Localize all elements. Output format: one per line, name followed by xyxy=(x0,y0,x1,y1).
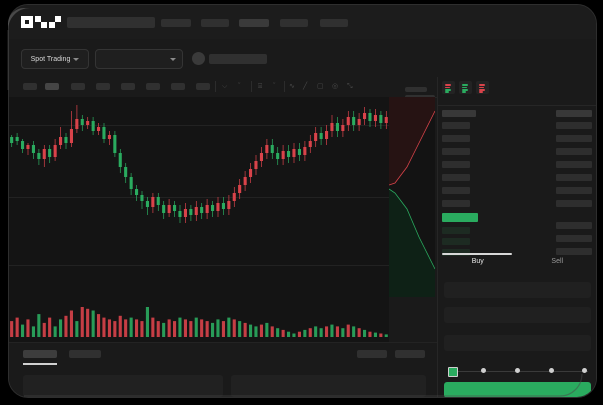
nav-item-4[interactable] xyxy=(280,19,308,27)
slider-stop-50[interactable] xyxy=(515,368,520,373)
bottom-action[interactable] xyxy=(357,350,387,358)
orderbook-ask-row[interactable] xyxy=(442,200,470,207)
toolbar-divider xyxy=(284,81,285,92)
orderbook-header-right xyxy=(556,110,592,117)
orderbook-amount xyxy=(556,174,592,181)
orderbook-amount xyxy=(556,222,592,229)
orderbook-amount xyxy=(556,200,592,207)
bottom-panel-left xyxy=(23,375,223,397)
orderbook-ask-row[interactable] xyxy=(442,148,470,155)
timeframe-button[interactable] xyxy=(171,83,185,90)
orderbook-header-left xyxy=(442,110,476,117)
settings-icon[interactable]: ◎ xyxy=(332,83,339,90)
orderbook-bid-row[interactable] xyxy=(442,249,470,256)
slider-stop-75[interactable] xyxy=(549,368,554,373)
orderbook-both-icon[interactable] xyxy=(442,81,455,94)
timeframe-button[interactable] xyxy=(121,83,135,90)
camera-icon[interactable]: ▢ xyxy=(317,83,324,90)
orderbook-mode-group xyxy=(442,81,489,94)
bottom-action[interactable] xyxy=(395,350,425,358)
timeframe-button[interactable] xyxy=(196,83,210,90)
candles-svg xyxy=(10,105,388,223)
active-tab-underline xyxy=(442,253,512,255)
orderbook-amount xyxy=(556,148,592,155)
orderbook-amount xyxy=(556,122,592,129)
tab-sell[interactable]: Sell xyxy=(551,258,564,265)
orderbook-bids-icon[interactable] xyxy=(459,81,472,94)
okx-logo[interactable] xyxy=(21,16,61,28)
market-type-label: Spot Trading xyxy=(30,55,71,63)
nav-item-1[interactable] xyxy=(161,19,191,27)
panel-divider xyxy=(438,105,596,106)
nav-item-3[interactable] xyxy=(239,19,269,27)
indicators-icon[interactable]: ⌵ xyxy=(222,83,228,90)
volume-histogram xyxy=(10,307,388,337)
timeframe-button-active[interactable] xyxy=(45,83,59,90)
toolbar-divider xyxy=(215,81,216,92)
depth-chart xyxy=(389,97,435,297)
orderbook-bid-row[interactable] xyxy=(442,227,470,234)
orderbook-panel: Buy Sell xyxy=(437,77,596,397)
slider-stop-100[interactable] xyxy=(582,368,587,373)
orderbook-amount xyxy=(556,235,592,242)
bottom-tab-underline xyxy=(23,363,57,365)
device-frame: Spot Trading ⌵ ˇ xyxy=(8,4,597,398)
order-form-tabs: Buy Sell xyxy=(438,252,596,276)
timeframe-button[interactable] xyxy=(146,83,160,90)
tab-buy[interactable]: Buy xyxy=(471,258,484,265)
pencil-icon[interactable]: ╱ xyxy=(303,83,308,90)
market-subheader: Spot Trading xyxy=(9,39,596,101)
bottom-panel-right xyxy=(231,375,426,397)
order-total-input[interactable] xyxy=(444,335,591,351)
orderbook-ask-row[interactable] xyxy=(442,122,470,129)
orderbook-ask-row[interactable] xyxy=(442,187,470,194)
bottom-tab-active[interactable] xyxy=(23,350,57,358)
gridline xyxy=(9,197,389,198)
order-price-input[interactable] xyxy=(444,282,591,298)
timeframe-button[interactable] xyxy=(71,83,85,90)
gridline xyxy=(9,125,389,126)
orders-bottom-panel xyxy=(9,342,437,397)
line-tool-icon[interactable]: ∿ xyxy=(289,83,295,90)
order-amount-input[interactable] xyxy=(444,307,591,323)
chevron-down-icon[interactable]: ˇ xyxy=(273,83,276,90)
market-type-selector[interactable]: Spot Trading xyxy=(21,49,89,69)
timeframe-button[interactable] xyxy=(96,83,110,90)
bottom-tab[interactable] xyxy=(69,350,101,358)
app-header xyxy=(9,5,596,39)
submit-buy-button[interactable] xyxy=(444,382,591,397)
gridline xyxy=(9,265,389,266)
slider-stop-25[interactable] xyxy=(481,368,486,373)
orderbook-ask-row[interactable] xyxy=(442,174,470,181)
orderbook-asks-icon[interactable] xyxy=(476,81,489,94)
timeframe-button[interactable] xyxy=(23,83,37,90)
orderbook-amount xyxy=(556,161,592,168)
orderbook-amount xyxy=(556,248,592,255)
chevron-down-icon xyxy=(170,58,176,61)
chevron-down-icon xyxy=(73,57,80,61)
orderbook-ask-row[interactable] xyxy=(442,135,470,142)
amount-percent-slider[interactable] xyxy=(448,367,588,377)
orderbook-last-price[interactable] xyxy=(442,213,478,222)
ticker-stat-label xyxy=(405,87,427,92)
orderbook-amount xyxy=(556,135,592,142)
search-input[interactable] xyxy=(67,17,155,28)
chevron-down-icon[interactable]: ˇ xyxy=(238,83,241,90)
orderbook-ask-row[interactable] xyxy=(442,161,470,168)
nav-item-5[interactable] xyxy=(320,19,348,27)
nav-item-2[interactable] xyxy=(201,19,229,27)
orderbook-bid-row[interactable] xyxy=(442,238,470,245)
compare-icon[interactable]: ⌸ xyxy=(258,83,263,90)
slider-handle[interactable] xyxy=(448,367,458,377)
pair-select[interactable] xyxy=(95,49,183,69)
toolbar-divider xyxy=(251,81,252,92)
fullscreen-icon[interactable]: ⤡ xyxy=(347,83,353,90)
orderbook-amount xyxy=(556,187,592,194)
candlestick-chart[interactable] xyxy=(9,97,389,342)
coin-avatar xyxy=(192,52,205,65)
depth-svg xyxy=(389,97,435,297)
pair-label xyxy=(209,54,267,64)
